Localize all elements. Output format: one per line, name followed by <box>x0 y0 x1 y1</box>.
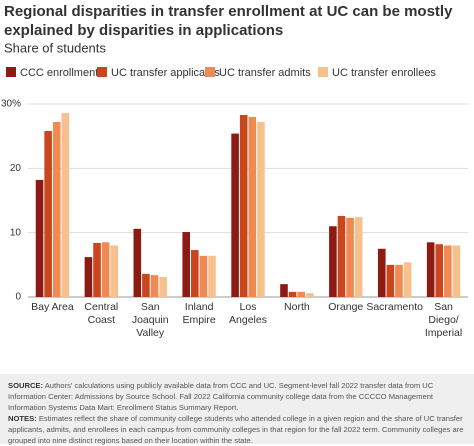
bar <box>435 244 444 297</box>
bar <box>403 262 412 297</box>
legend-swatch <box>318 67 328 77</box>
bar <box>159 277 167 297</box>
bar <box>239 114 248 297</box>
bar <box>52 122 61 297</box>
x-tick-label: Empire <box>182 314 215 326</box>
x-tick-label: Imperial <box>425 327 462 339</box>
bar <box>101 242 110 297</box>
x-tick-label: Sacramento <box>366 301 423 313</box>
bar <box>35 179 44 297</box>
legend-swatch <box>97 67 107 77</box>
bar <box>386 264 395 297</box>
bar <box>337 215 346 297</box>
bar <box>426 242 435 297</box>
y-tick-label: 0 <box>15 292 21 303</box>
x-tick-label: North <box>284 301 310 313</box>
legend-label: UC transfer enrollees <box>332 67 436 79</box>
notes-label: NOTES: <box>8 414 37 423</box>
notes-text: Estimates reflect the share of community… <box>8 414 464 445</box>
chart: Regional disparities in transfer enrollm… <box>1 3 468 339</box>
bar <box>329 226 337 297</box>
y-tick-label: 20 <box>10 163 22 174</box>
bar <box>377 248 386 297</box>
legend-swatch <box>205 67 215 77</box>
legend-label: UC transfer applicants <box>111 67 220 79</box>
chart-title: Regional disparities in transfer enrollm… <box>4 3 453 20</box>
bar <box>133 228 142 297</box>
x-tick-label: Joaquin <box>132 314 169 326</box>
footnote: SOURCE: Authors' calculations using publ… <box>0 374 474 445</box>
bar <box>182 232 191 297</box>
bar <box>93 242 101 297</box>
bar <box>288 291 297 297</box>
bar <box>248 116 257 297</box>
y-tick-label: 10 <box>10 227 22 238</box>
source-text: Authors' calculations using publicly ava… <box>8 381 434 412</box>
bar <box>305 293 314 297</box>
x-tick-label: Diego/ <box>428 314 458 326</box>
bar <box>61 113 70 297</box>
x-tick-label: Los <box>240 301 257 313</box>
bar <box>231 133 239 297</box>
source-label: SOURCE: <box>8 381 44 390</box>
x-tick-label: Central <box>84 301 118 313</box>
bar <box>44 131 52 297</box>
bar <box>346 217 354 297</box>
x-tick-label: Orange <box>328 301 363 313</box>
legend-swatch <box>6 67 16 77</box>
bar <box>280 284 288 297</box>
bar <box>354 217 363 297</box>
chart-title: explained by disparities in applications <box>4 22 283 39</box>
bar <box>395 264 403 297</box>
x-tick-label: Bay Area <box>31 301 74 313</box>
bar <box>142 273 150 297</box>
x-tick-label: Angeles <box>229 314 267 326</box>
x-tick-label: Coast <box>88 314 116 326</box>
bar <box>199 255 208 297</box>
legend-label: UC transfer admits <box>219 67 311 79</box>
x-tick-label: Valley <box>136 327 165 339</box>
bar <box>150 275 159 297</box>
x-tick-label: San <box>141 301 160 313</box>
bar <box>110 245 119 297</box>
legend-label: CCC enrollment <box>20 67 98 79</box>
bar <box>257 122 265 297</box>
bar <box>84 257 93 297</box>
bar <box>208 255 216 297</box>
y-tick-label: 30% <box>1 99 21 110</box>
x-tick-label: Inland <box>185 301 214 313</box>
chart-subtitle: Share of students <box>4 40 106 55</box>
bar <box>297 291 305 297</box>
x-tick-label: San <box>434 301 453 313</box>
bar <box>191 250 199 297</box>
bar <box>444 245 452 297</box>
bar <box>452 245 461 297</box>
